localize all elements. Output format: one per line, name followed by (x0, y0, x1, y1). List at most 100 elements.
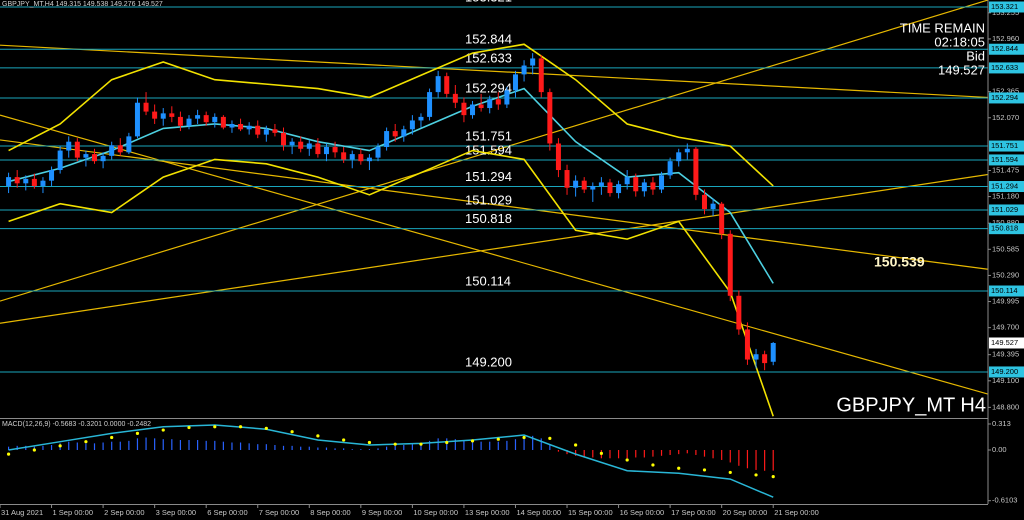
trend-line (0, 0, 988, 302)
candle-body (521, 65, 527, 75)
candle-body (255, 125, 261, 135)
candle-body (306, 143, 312, 149)
candle-body (770, 342, 776, 362)
y-tick-label: 149.100 (992, 376, 1019, 385)
level-label: 152.633 (465, 50, 512, 65)
candle-body (719, 203, 725, 234)
level-price-box (989, 154, 1024, 166)
signal-dot (110, 435, 114, 440)
signal-dot (238, 425, 243, 429)
x-tick-label: 21 Sep 00:00 (774, 508, 819, 517)
candle-body (272, 129, 278, 133)
signal-dot (771, 474, 775, 479)
candle-body (581, 180, 587, 190)
candle-body (409, 120, 415, 130)
level-price-label: 150.114 (991, 286, 1018, 295)
candle-body (435, 76, 441, 93)
candle-body (57, 150, 63, 171)
candle-body (701, 194, 707, 209)
candle-body (49, 170, 55, 181)
candle-body (710, 203, 716, 209)
level-price-label: 151.294 (991, 181, 1018, 190)
y-tick-label: 152.365 (992, 87, 1019, 96)
candle-body (298, 141, 304, 149)
macd-title: MACD(12,26,9) -0.5683 -0.3201 0.0000 -0.… (2, 421, 151, 428)
candle-body (427, 92, 433, 117)
candle-body (263, 129, 269, 135)
x-tick-label: 17 Sep 00:00 (671, 508, 716, 517)
x-tick-label: 20 Sep 00:00 (723, 508, 768, 517)
candle-body (564, 170, 570, 188)
signal-dot (470, 439, 475, 443)
y-tick-label: 150.585 (992, 244, 1019, 253)
candle-body (117, 145, 123, 153)
candle-body (607, 182, 613, 194)
level-price-label: 151.594 (991, 155, 1018, 164)
x-tick-label: 16 Sep 00:00 (620, 508, 665, 517)
candle-body (126, 136, 132, 153)
candle-body (246, 125, 252, 130)
x-tick-label: 1 Sep 00:00 (53, 508, 93, 517)
candle-body (315, 143, 321, 155)
bid-label: Bid (966, 48, 985, 63)
candle-body (452, 93, 458, 103)
candle-body (358, 154, 364, 162)
signal-dot (754, 473, 758, 477)
candle-body (143, 102, 149, 112)
signal-dot (290, 430, 294, 434)
candle-body (538, 58, 544, 93)
macd-panel (6, 424, 775, 498)
candle-body (667, 161, 673, 176)
y-tick-label: 152.960 (992, 34, 1019, 43)
level-price-box (989, 92, 1024, 104)
candle-body (384, 131, 390, 148)
signal-dot (574, 443, 578, 447)
signal-dot (677, 466, 681, 470)
level-price-label: 151.029 (991, 205, 1018, 214)
candle-body (487, 99, 493, 109)
indicator-line (8, 43, 774, 187)
level-price-label: 151.751 (991, 141, 1018, 150)
bid-price-label: 149.527 (991, 338, 1018, 347)
y-tick-label: 149.995 (992, 297, 1019, 306)
candle-body (753, 354, 759, 360)
bid-price-box (989, 337, 1024, 349)
candle-body (332, 147, 338, 153)
candle-body (650, 182, 656, 190)
candle-body (470, 104, 476, 116)
level-price-box (989, 223, 1024, 235)
price-annotation: 150.539 (874, 254, 925, 270)
candle-body (152, 111, 158, 119)
level-label: 151.751 (465, 128, 512, 143)
level-price-label: 152.844 (991, 44, 1018, 53)
indicator-line (8, 149, 774, 417)
candle-body (693, 148, 699, 195)
signal-dot (316, 434, 320, 438)
candle-body (418, 116, 424, 121)
candle-body (366, 157, 372, 162)
signal-dot (84, 440, 88, 444)
candle-body (762, 354, 768, 364)
candle-body (727, 233, 733, 296)
y-tick-label: 151.180 (992, 192, 1019, 201)
y-tick-label: 152.070 (992, 113, 1019, 122)
y-tick-label: -0.6103 (992, 496, 1017, 505)
candle-body (31, 178, 37, 186)
y-tick-label: 0.00 (992, 445, 1007, 454)
candle-body (573, 180, 579, 188)
price-panel: 153.321 152.844 152.633 152.294 151.751151.5… (0, 0, 988, 417)
y-tick-label: 150.290 (992, 270, 1019, 279)
candle-body (598, 182, 604, 186)
candle-body (495, 99, 501, 105)
candle-body (659, 175, 665, 190)
level-price-box (989, 181, 1024, 193)
signal-dot (187, 425, 191, 430)
signal-dot (342, 438, 346, 442)
level-price-label: 152.294 (991, 93, 1018, 102)
y-tick-label: 149.700 (992, 323, 1019, 332)
candle-body (478, 104, 484, 109)
signal-dot (651, 463, 655, 467)
candle-body (229, 123, 235, 128)
